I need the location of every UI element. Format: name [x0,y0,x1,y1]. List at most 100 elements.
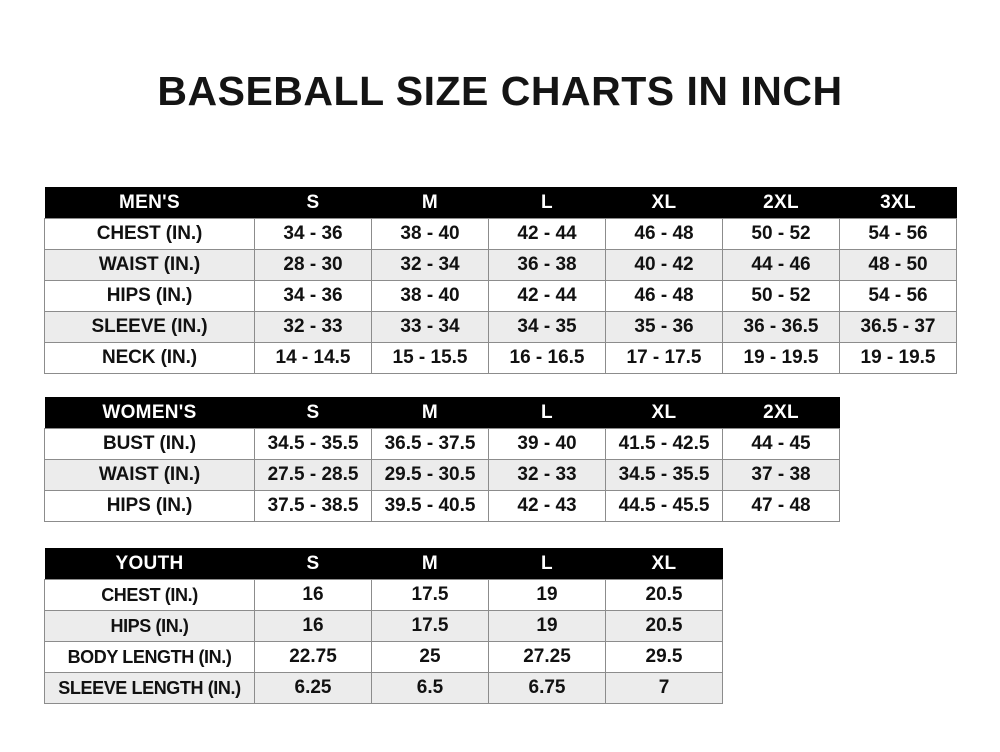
measurement-value: 36.5 - 37 [839,311,957,343]
measurement-value: 39 - 40 [488,428,606,460]
column-header-m: M [371,397,489,429]
measurement-value: 38 - 40 [371,218,489,250]
measurement-value: 20.5 [605,610,723,642]
table-row: CHEST (IN.) 34 - 36 38 - 40 42 - 44 46 - 48 5… [44,218,957,250]
column-header-s: S [254,397,372,429]
measurement-value: 37.5 - 38.5 [254,490,372,522]
youth-size-table: YOUTH S M L XL CHEST (IN.) 16 17.5 19 20.5 HIPS (I… [44,548,723,704]
measurement-value: 16 [254,579,372,611]
measurement-value: 14 - 14.5 [254,342,372,374]
measurement-value: 34.5 - 35.5 [605,459,723,491]
table-row: SLEEVE (IN.) 32 - 33 33 - 34 34 - 35 35 - 36… [44,311,957,343]
measurement-value: 38 - 40 [371,280,489,312]
measurement-value: 16 [254,610,372,642]
measurement-value: 46 - 48 [605,218,723,250]
table-row: WAIST (IN.) 28 - 30 32 - 34 36 - 38 40 - 42 4… [44,249,957,281]
measurement-label: BODY LENGTH (IN.) [44,641,255,673]
measurement-value: 48 - 50 [839,249,957,281]
measurement-value: 44 - 45 [722,428,840,460]
column-header-3xl: 3XL [839,187,957,219]
table-row: BODY LENGTH (IN.) 22.75 25 27.25 29.5 [44,641,723,673]
measurement-value: 27.5 - 28.5 [254,459,372,491]
column-header-l: L [488,548,606,580]
measurement-value: 54 - 56 [839,280,957,312]
measurement-value: 32 - 33 [488,459,606,491]
column-header-xl: XL [605,397,723,429]
table-row: HIPS (IN.) 34 - 36 38 - 40 42 - 44 46 - 48 50… [44,280,957,312]
column-header-xl: XL [605,187,723,219]
measurement-value: 42 - 44 [488,218,606,250]
measurement-label: SLEEVE LENGTH (IN.) [44,672,255,704]
table-row: HIPS (IN.) 37.5 - 38.5 39.5 - 40.5 42 - 43 4… [44,490,840,522]
measurement-value: 39.5 - 40.5 [371,490,489,522]
measurement-value: 29.5 [605,641,723,673]
measurement-value: 54 - 56 [839,218,957,250]
table-row: BUST (IN.) 34.5 - 35.5 36.5 - 37.5 39 - 40 4… [44,428,840,460]
measurement-value: 40 - 42 [605,249,723,281]
measurement-label: SLEEVE (IN.) [44,311,255,343]
measurement-value: 35 - 36 [605,311,723,343]
column-header-xl: XL [605,548,723,580]
measurement-value: 6.75 [488,672,606,704]
table-header-row: WOMEN'S S M L XL 2XL [44,397,840,429]
measurement-value: 19 - 19.5 [722,342,840,374]
measurement-value: 19 - 19.5 [839,342,957,374]
table-category-header: WOMEN'S [44,397,255,429]
page-title: BASEBALL SIZE CHARTS IN INCH [157,68,843,114]
measurement-value: 32 - 34 [371,249,489,281]
measurement-label: WAIST (IN.) [44,249,255,281]
measurement-value: 17 - 17.5 [605,342,723,374]
measurement-label: HIPS (IN.) [44,490,255,522]
measurement-value: 50 - 52 [722,218,840,250]
measurement-label: NECK (IN.) [44,342,255,374]
measurement-value: 28 - 30 [254,249,372,281]
measurement-value: 6.5 [371,672,489,704]
measurement-label: CHEST (IN.) [44,579,255,611]
measurement-value: 34 - 35 [488,311,606,343]
measurement-value: 17.5 [371,579,489,611]
measurement-label: HIPS (IN.) [44,610,255,642]
measurement-value: 36 - 36.5 [722,311,840,343]
table-row: CHEST (IN.) 16 17.5 19 20.5 [44,579,723,611]
womens-size-table: WOMEN'S S M L XL 2XL BUST (IN.) 34.5 - 35.5 36.5… [44,397,840,522]
column-header-2xl: 2XL [722,397,840,429]
table-row: WAIST (IN.) 27.5 - 28.5 29.5 - 30.5 32 - 33… [44,459,840,491]
measurement-value: 27.25 [488,641,606,673]
column-header-m: M [371,548,489,580]
measurement-value: 47 - 48 [722,490,840,522]
measurement-value: 33 - 34 [371,311,489,343]
column-header-2xl: 2XL [722,187,840,219]
measurement-value: 50 - 52 [722,280,840,312]
table-category-header: YOUTH [44,548,255,580]
measurement-value: 34 - 36 [254,218,372,250]
table-header-row: MEN'S S M L XL 2XL 3XL [44,187,957,219]
column-header-l: L [488,187,606,219]
measurement-label: CHEST (IN.) [44,218,255,250]
measurement-value: 46 - 48 [605,280,723,312]
measurement-value: 20.5 [605,579,723,611]
measurement-value: 37 - 38 [722,459,840,491]
column-header-s: S [254,548,372,580]
measurement-value: 19 [488,579,606,611]
measurement-value: 17.5 [371,610,489,642]
measurement-value: 29.5 - 30.5 [371,459,489,491]
measurement-value: 7 [605,672,723,704]
table-category-header: MEN'S [44,187,255,219]
measurement-label: HIPS (IN.) [44,280,255,312]
column-header-m: M [371,187,489,219]
measurement-value: 22.75 [254,641,372,673]
table-header-row: YOUTH S M L XL [44,548,723,580]
measurement-value: 41.5 - 42.5 [605,428,723,460]
measurement-value: 42 - 43 [488,490,606,522]
measurement-value: 34 - 36 [254,280,372,312]
measurement-value: 16 - 16.5 [488,342,606,374]
measurement-value: 36 - 38 [488,249,606,281]
measurement-value: 34.5 - 35.5 [254,428,372,460]
table-row: HIPS (IN.) 16 17.5 19 20.5 [44,610,723,642]
table-row: NECK (IN.) 14 - 14.5 15 - 15.5 16 - 16.5 17 … [44,342,957,374]
measurement-value: 44 - 46 [722,249,840,281]
measurement-value: 19 [488,610,606,642]
column-header-l: L [488,397,606,429]
measurement-value: 44.5 - 45.5 [605,490,723,522]
column-header-s: S [254,187,372,219]
